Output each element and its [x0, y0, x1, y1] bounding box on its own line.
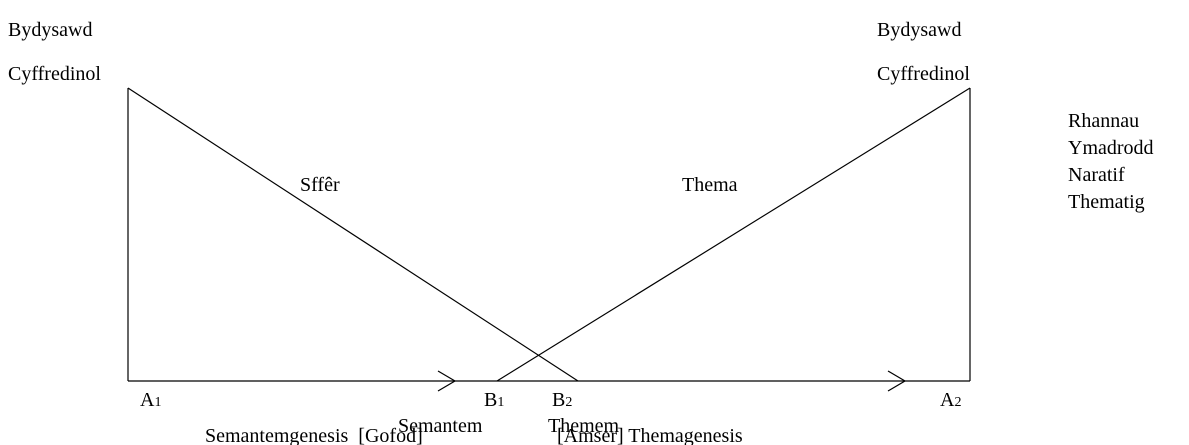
label: Thema	[682, 174, 738, 196]
point-label: B2	[552, 389, 572, 411]
label: Cyffredinol	[8, 63, 101, 85]
caption: [Amser] Themagenesis	[557, 425, 743, 445]
list-item: Naratif	[1068, 164, 1125, 186]
label: Bydysawd	[8, 19, 92, 41]
label: Bydysawd	[877, 19, 961, 41]
list-item: Rhannau	[1068, 110, 1139, 132]
list-item: Ymadrodd	[1068, 137, 1154, 159]
label: Cyffredinol	[877, 63, 970, 85]
label: Semantem	[398, 415, 483, 437]
point-label: A1	[140, 389, 161, 411]
list-item: Thematig	[1068, 191, 1145, 213]
point-label: A2	[940, 389, 961, 411]
caption: Semantemgenesis [Gofod]	[205, 425, 423, 445]
arrowhead	[887, 370, 907, 392]
label: Themem	[548, 415, 620, 437]
left-diagonal	[127, 87, 579, 382]
arrowhead	[437, 370, 457, 392]
right-diagonal	[496, 87, 971, 382]
label: Sffêr	[300, 174, 340, 196]
point-label: B1	[484, 389, 504, 411]
